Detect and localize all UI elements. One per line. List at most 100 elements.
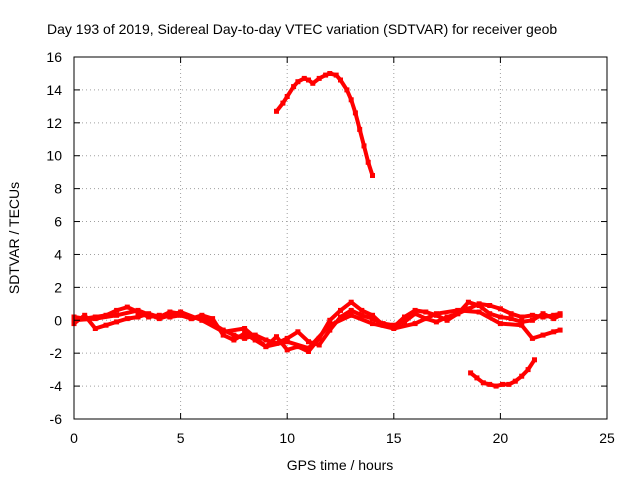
y-tick-label: -4 (50, 378, 63, 394)
data-point (338, 307, 343, 313)
data-point (92, 316, 98, 322)
data-point (135, 314, 141, 320)
data-point (114, 307, 120, 313)
data-point (280, 100, 286, 106)
data-point (92, 326, 98, 331)
data-point (220, 332, 226, 338)
data-point (263, 344, 269, 350)
x-tick-label: 0 (70, 430, 78, 446)
data-point (156, 316, 162, 322)
data-point (188, 316, 194, 322)
x-tick-label: 10 (279, 430, 295, 446)
data-point (497, 321, 503, 327)
data-point (199, 312, 205, 318)
data-point (295, 329, 301, 335)
y-tick-label: 2 (54, 279, 62, 295)
data-point (82, 312, 88, 318)
data-point (348, 299, 354, 305)
data-point (284, 94, 290, 99)
data-point (327, 322, 333, 328)
data-point (551, 329, 557, 335)
y-tick-label: 14 (46, 82, 62, 98)
data-point (468, 370, 474, 376)
data-point (135, 307, 141, 313)
data-point (529, 317, 535, 323)
data-point (284, 339, 290, 345)
x-tick-label: 5 (177, 430, 185, 446)
data-point (519, 319, 525, 325)
y-tick-label: 4 (54, 246, 62, 262)
data-point (323, 72, 329, 78)
data-point (348, 312, 354, 318)
y-tick-label: 10 (46, 148, 62, 164)
data-point (231, 337, 237, 343)
data-point (124, 304, 130, 310)
data-point (114, 312, 120, 318)
data-point (274, 108, 279, 114)
data-point (455, 307, 461, 313)
x-tick-label: 15 (386, 430, 402, 446)
data-point (391, 326, 397, 331)
data-point (306, 339, 311, 345)
data-point (412, 307, 418, 313)
data-layer (71, 71, 563, 389)
data-point (465, 306, 471, 312)
data-point (551, 312, 557, 318)
data-point (242, 330, 248, 336)
y-tick-label: 12 (46, 115, 62, 131)
data-point (480, 380, 486, 386)
data-point (114, 319, 120, 325)
data-point (402, 319, 407, 325)
data-point (338, 77, 343, 83)
data-point (402, 314, 407, 320)
data-point (487, 381, 493, 387)
data-point (210, 316, 216, 322)
data-point (316, 75, 322, 81)
x-axis-label: GPS time / hours (287, 457, 394, 473)
data-point (344, 87, 350, 93)
data-point (361, 143, 367, 149)
data-point (433, 311, 439, 317)
data-point (540, 311, 546, 317)
data-point (284, 335, 290, 341)
y-tick-label: 0 (54, 312, 62, 328)
data-point (242, 335, 248, 341)
data-point (370, 312, 375, 318)
data-point (263, 337, 269, 343)
data-point (306, 77, 311, 83)
data-point (412, 311, 418, 317)
data-point (306, 345, 311, 351)
data-point (352, 110, 358, 116)
data-point (199, 317, 205, 323)
data-point (487, 303, 493, 308)
data-point (210, 321, 216, 327)
data-point (124, 316, 130, 322)
data-point (497, 306, 503, 312)
series-band-c (71, 307, 563, 351)
data-point (476, 303, 482, 308)
data-point (465, 299, 471, 305)
data-point (519, 322, 525, 328)
data-point (508, 311, 514, 317)
tick-layer: 0 5 10 15 20 25 -6 -4 -2 0 2 4 6 8 10 12 14 16 (46, 49, 615, 446)
series-trace (72, 300, 563, 354)
data-point (327, 327, 333, 333)
data-point (519, 373, 525, 379)
data-point (557, 312, 563, 318)
data-point (274, 334, 279, 340)
data-point (310, 80, 316, 86)
data-point (444, 314, 450, 320)
data-point (551, 316, 557, 322)
x-tick-label: 25 (599, 430, 615, 446)
data-point (357, 126, 363, 132)
data-point (525, 367, 531, 373)
data-point (540, 314, 546, 320)
data-point (359, 307, 365, 313)
data-point (220, 329, 226, 335)
data-point (412, 321, 418, 327)
data-point (338, 314, 343, 320)
data-point (231, 332, 237, 338)
data-point (167, 309, 173, 315)
data-point (306, 349, 311, 354)
data-point (455, 311, 461, 317)
